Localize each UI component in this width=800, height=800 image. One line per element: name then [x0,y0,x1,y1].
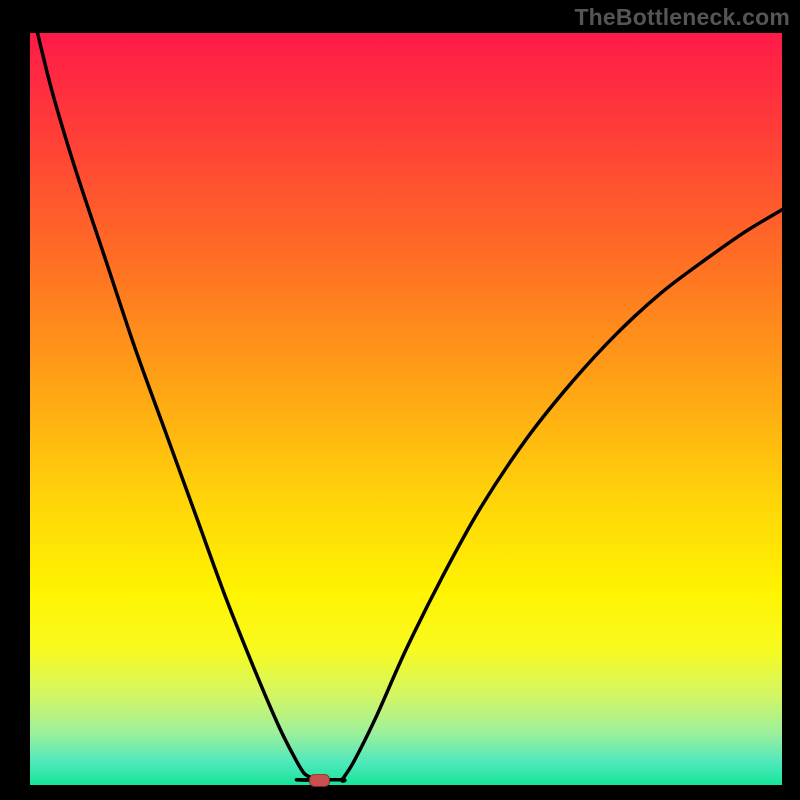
optimum-marker [310,774,330,786]
plot-background [30,33,782,785]
watermark-text: TheBottleneck.com [574,4,790,31]
chart-container: TheBottleneck.com [0,0,800,800]
bottleneck-chart [0,0,800,800]
